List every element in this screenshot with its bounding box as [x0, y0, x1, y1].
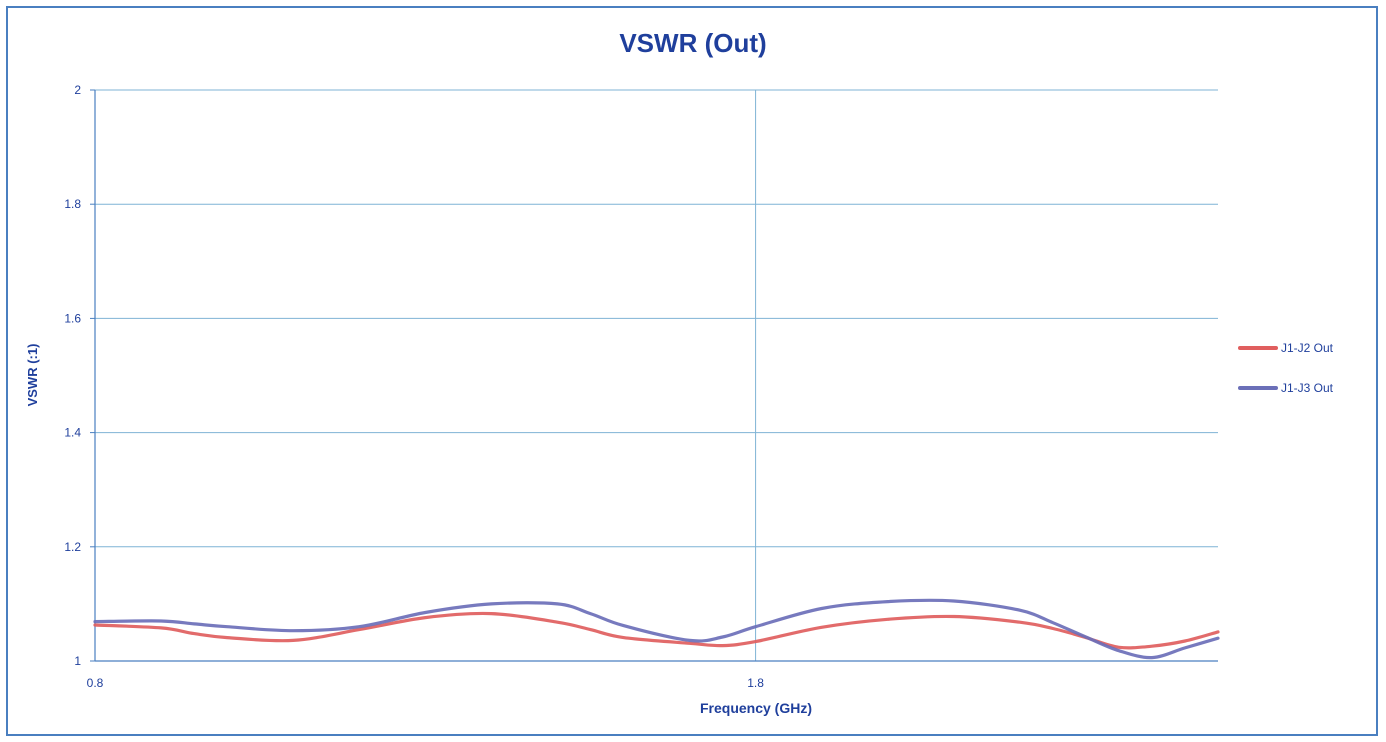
legend-item-j1-j2: J1-J2 Out	[1238, 338, 1378, 358]
x-axis-label: Frequency (GHz)	[699, 700, 812, 716]
legend-swatch-j1-j2	[1238, 346, 1278, 350]
y-tick-label: 1.6	[64, 311, 81, 325]
y-tick-label: 1.8	[64, 197, 81, 211]
legend-item-j1-j3: J1-J3 Out	[1238, 378, 1378, 398]
x-tick-label: 0.8	[87, 676, 104, 690]
legend-label-j1-j2: J1-J2 Out	[1281, 341, 1334, 355]
legend-swatch-j1-j3	[1238, 386, 1278, 390]
chart-frame	[6, 6, 1378, 736]
legend-label-j1-j3: J1-J3 Out	[1281, 381, 1334, 395]
x-tick-label: 1.8	[747, 676, 764, 690]
y-tick-label: 1.2	[64, 540, 81, 554]
y-tick-label: 2	[74, 83, 81, 97]
chart-title: VSWR (Out)	[619, 28, 767, 58]
legend: J1-J2 Out J1-J3 Out	[1238, 338, 1378, 418]
y-tick-label: 1.4	[64, 426, 81, 440]
y-tick-label: 1	[74, 654, 81, 668]
series-line-j1-j3-out	[93, 598, 1220, 660]
